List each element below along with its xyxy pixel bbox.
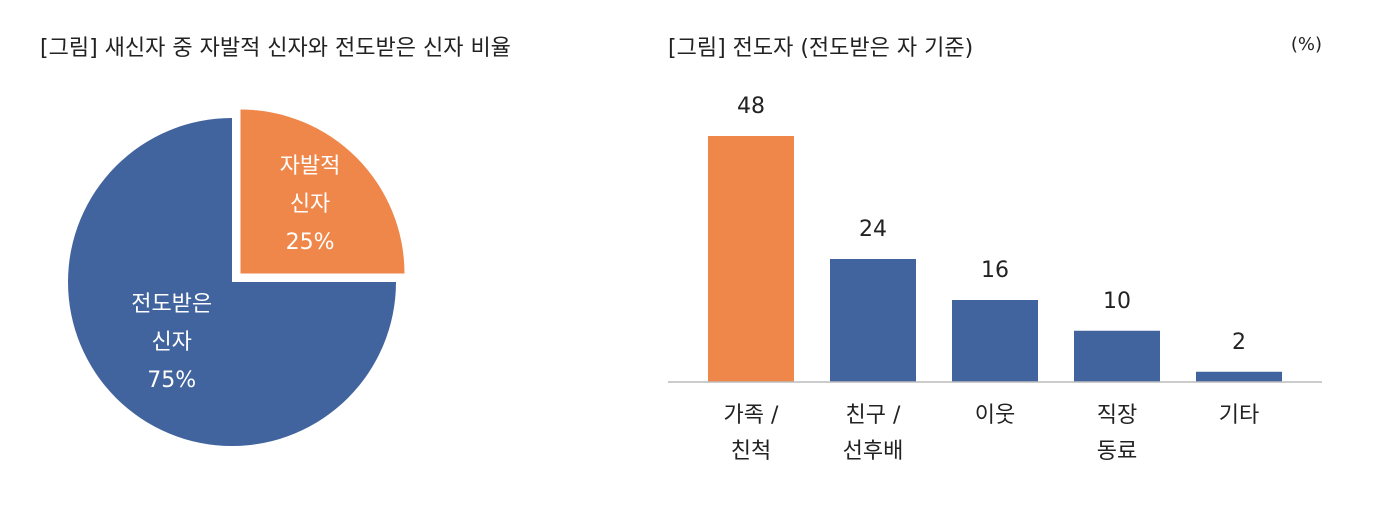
x-tick-label: 기타 xyxy=(1218,403,1260,428)
bar xyxy=(708,136,794,382)
value-label: 48 xyxy=(737,94,765,119)
chart-title: [그림] 전도자 (전도받은 자 기준) xyxy=(668,36,974,61)
value-label: 24 xyxy=(859,217,887,242)
bar xyxy=(1074,330,1160,382)
value-label: 2 xyxy=(1232,329,1246,355)
pie-slice xyxy=(68,118,396,446)
x-tick-label: 가족 /친척 xyxy=(723,403,779,464)
bar xyxy=(1196,371,1282,382)
unit-label: (%) xyxy=(1290,34,1322,55)
slice-label: 자발적 신자 25% xyxy=(265,148,355,262)
slice-category: 전도받은 신자 xyxy=(131,292,213,356)
value-label: 16 xyxy=(981,258,1009,283)
slice-category: 자발적 신자 xyxy=(279,153,341,217)
bar xyxy=(952,300,1038,382)
slice-value: 25% xyxy=(285,229,335,255)
x-tick-label: 친구 /선후배 xyxy=(842,403,904,464)
chart-title: [그림] 새신자 중 자발적 신자와 전도받은 신자 비율 xyxy=(40,36,511,61)
slice-label: 전도받은 신자 75% xyxy=(127,286,217,400)
x-tick-label: 이웃 xyxy=(974,403,1016,428)
value-label: 10 xyxy=(1103,288,1131,314)
x-tick-label: 직장 동료 xyxy=(1096,403,1138,464)
slice-value: 75% xyxy=(147,368,197,394)
bar xyxy=(830,259,916,382)
pie-slice xyxy=(240,109,405,274)
